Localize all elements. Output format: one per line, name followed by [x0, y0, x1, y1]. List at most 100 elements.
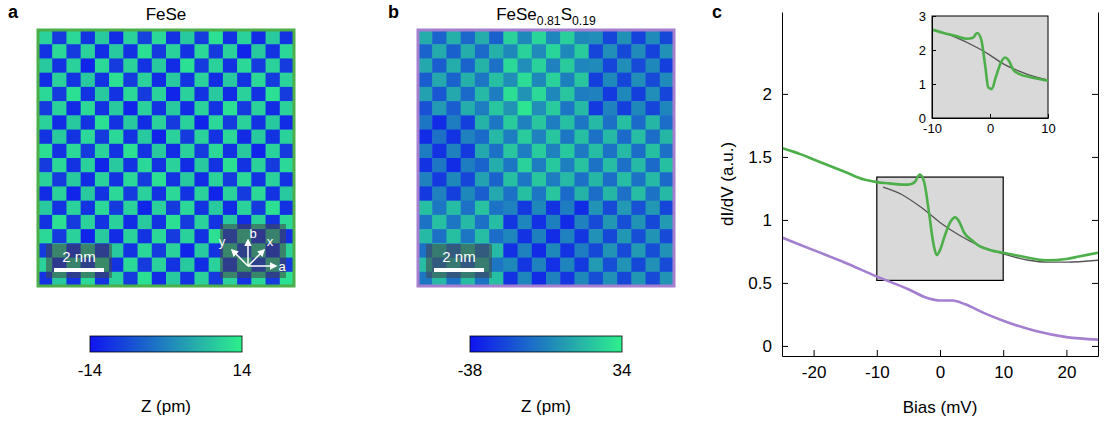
cell [446, 30, 461, 45]
cell [266, 87, 281, 102]
cell [503, 201, 518, 216]
cell [152, 172, 167, 187]
heatmap-panel: bFeSe0.81S0.192 nm-3834Z (pm) [388, 2, 675, 416]
cell [461, 130, 476, 145]
formula-part: FeSe [146, 5, 187, 24]
cell [152, 158, 167, 173]
cell [503, 272, 518, 286]
cell [603, 201, 618, 216]
cell [66, 172, 81, 187]
axis-line [1098, 13, 1099, 357]
cell [52, 130, 67, 145]
cell [631, 115, 646, 130]
cell [123, 87, 138, 102]
cell [418, 30, 433, 45]
cell [461, 172, 476, 187]
cell [660, 272, 674, 286]
tick [1092, 220, 1098, 221]
cell [631, 58, 646, 73]
cell [546, 73, 561, 88]
cell [546, 272, 561, 286]
cell [152, 44, 167, 59]
tick: 0 [987, 114, 994, 136]
cell [209, 101, 224, 116]
cell [489, 215, 504, 230]
axis-line [782, 13, 783, 357]
cell [560, 87, 575, 102]
tick: 0 [936, 350, 945, 382]
cell [546, 258, 561, 273]
cell [574, 101, 589, 116]
inset-plot-area [932, 30, 1048, 90]
tick-mark [782, 283, 788, 284]
cell [589, 215, 604, 230]
cell [475, 186, 490, 201]
cell [631, 130, 646, 145]
cell [546, 44, 561, 59]
cell [194, 44, 209, 59]
cell [194, 101, 209, 116]
cell [475, 229, 490, 244]
cell [646, 258, 661, 273]
cell [251, 130, 266, 145]
cell [123, 201, 138, 216]
tick: 10 [994, 350, 1013, 382]
cell [209, 186, 224, 201]
cell [138, 158, 153, 173]
formula-part: S [561, 5, 572, 24]
cell [52, 186, 67, 201]
lattice-axis-label: a [278, 259, 286, 274]
cell [646, 186, 661, 201]
cell [166, 172, 181, 187]
cell [489, 115, 504, 130]
cell [280, 73, 294, 88]
cell [194, 73, 209, 88]
cell [95, 186, 110, 201]
cell [52, 158, 67, 173]
tick: 20 [1057, 350, 1076, 382]
axis: -10010 [923, 114, 1056, 136]
cell [518, 58, 533, 73]
tick-mark [1066, 350, 1067, 356]
cell [81, 215, 96, 230]
cell [180, 144, 195, 159]
cell [489, 229, 504, 244]
cell [646, 58, 661, 73]
cell [194, 215, 209, 230]
cell [532, 201, 547, 216]
tick-label: 2 [763, 85, 772, 104]
cell [432, 201, 447, 216]
cell [266, 58, 281, 73]
cell [280, 130, 294, 145]
cell [631, 73, 646, 88]
cell [646, 30, 661, 45]
cell [138, 73, 153, 88]
cell [251, 201, 266, 216]
cell [123, 44, 138, 59]
cell [461, 30, 476, 45]
cell [123, 258, 138, 273]
cell [81, 58, 96, 73]
colorbar [470, 336, 622, 352]
cell [660, 172, 674, 187]
cell [446, 115, 461, 130]
cell [266, 101, 281, 116]
cell [66, 215, 81, 230]
cell [138, 272, 153, 286]
cell [166, 201, 181, 216]
panel-letter: b [388, 2, 399, 22]
cell [166, 101, 181, 116]
cell [418, 130, 433, 145]
cell [546, 243, 561, 258]
cell [660, 243, 674, 258]
cell [109, 186, 124, 201]
tick-mark [932, 16, 936, 17]
scale-bar [54, 268, 104, 272]
cell [66, 144, 81, 159]
cell [603, 30, 618, 45]
cell [475, 144, 490, 159]
inset-background [932, 16, 1048, 118]
cell [52, 73, 67, 88]
cell [518, 101, 533, 116]
cell [503, 44, 518, 59]
